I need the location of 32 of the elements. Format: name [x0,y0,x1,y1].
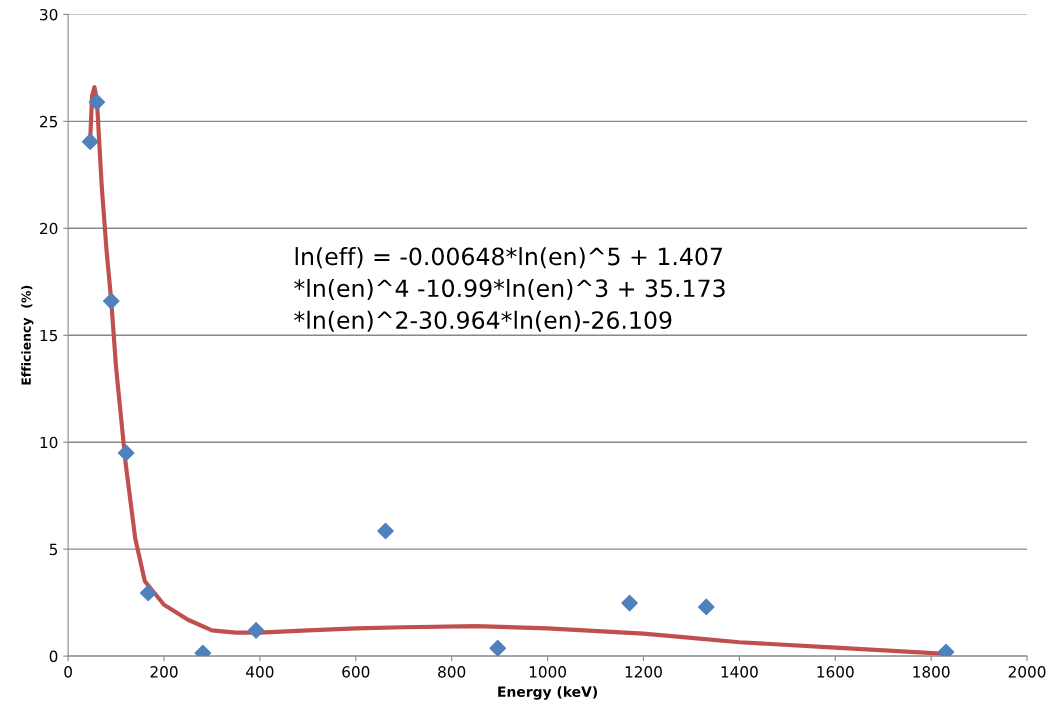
x-tick-label: 200 [150,666,178,678]
x-tick-label: 600 [342,666,370,678]
x-tick-label: 1600 [817,666,854,678]
x-tick-label: 1400 [721,666,758,678]
x-tick-label: 400 [246,666,274,678]
y-tick-label: 25 [40,115,58,128]
point [139,584,157,602]
x-axis-title: Energy (keV) [498,686,597,700]
point [937,643,955,657]
y-tick-label: 30 [40,8,58,21]
x-tick-label: 1800 [913,666,950,678]
x-tick-label: 0 [64,666,72,678]
x-tick-label: 1000 [529,666,567,678]
point [117,444,135,462]
x-tick-label: 2000 [1008,666,1046,678]
annotation: ln(eff) = -0.00648*ln(en)^5 + 1.407 *ln(en)^4 -10.99*ln(en)^3 + 35.173 *ln(en)^2-30.964*ln(en)-26.109 [294,247,725,332]
point [102,292,120,310]
y-tick-label: 5 [49,543,58,556]
point [247,622,265,639]
point [489,639,507,657]
y-tick-label: 15 [40,329,58,342]
y-tick-label: 20 [40,222,58,235]
point [697,598,715,616]
point [88,93,106,111]
y-axis-title: Efficiency (%) [21,285,34,385]
x-tick-label: 800 [438,666,466,678]
x-tick-label: 1200 [625,666,662,678]
point [81,133,99,150]
point [621,594,638,612]
y-tick-label: 10 [40,436,58,449]
y-tick-label: 0 [49,650,58,663]
point [377,522,394,540]
